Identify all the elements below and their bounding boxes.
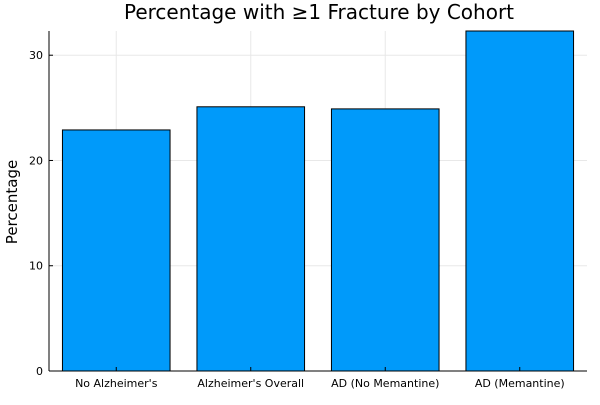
bar-2 [196,106,306,372]
x-tick-label: AD (Memantine) [475,377,565,390]
x-tick-label: AD (No Memantine) [331,377,439,390]
y-axis-label: Percentage [3,160,21,244]
bar-1 [61,129,171,372]
axes [48,31,587,372]
x-tick-label: Alzheimer's Overall [197,377,304,390]
y-tick-label: 10 [29,260,43,273]
y-tick-label: 30 [29,49,43,62]
bars [61,30,575,372]
bar-3 [330,108,440,372]
y-tick-label: 20 [29,154,43,167]
chart-title: Percentage with ≥1 Fracture by Cohort [124,0,514,24]
x-tick-label: No Alzheimer's [75,377,158,390]
y-tick-label: 0 [36,365,43,378]
tick-labels: 0 10 20 30 No Alzheimer's Alzheimer's Overall… [29,49,565,390]
bar-4 [465,30,575,372]
